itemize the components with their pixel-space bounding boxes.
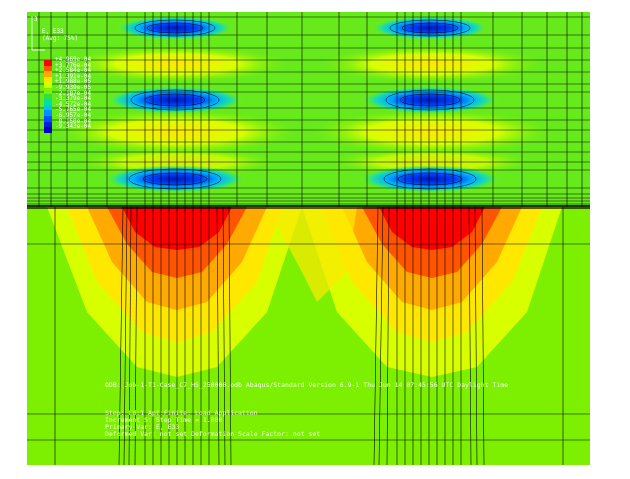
model-viewport[interactable]: E, E33 (Avg: 75%) +4.969e-04 +3.776e-04 +2… [27, 12, 590, 465]
odb-info: ODB: Job-1-T1-Case_C7_HS_250000.odb Abaq… [105, 381, 509, 389]
blue-spot [360, 86, 500, 114]
legend-swatch [44, 110, 52, 116]
legend-swatch [44, 87, 52, 94]
legend-swatch [44, 93, 52, 100]
legend-value: -4.572e-04 [55, 100, 92, 108]
legend-value: -5.765e-04 [55, 106, 92, 114]
legend-swatch [44, 127, 52, 133]
step-info: Step: Ld:1 Apt:Finite: Load Application [105, 409, 258, 417]
legend-swatch [44, 99, 52, 105]
legend-value: -9.343e-04 [55, 123, 92, 131]
legend-value: -9.939e-05 [55, 83, 92, 91]
contour-legend: E, E33 (Avg: 75%) +4.969e-04 +3.776e-04 +2… [38, 26, 126, 138]
primary-var-info: Primary Var: E, E33 [105, 423, 180, 431]
legend-swatch [44, 65, 52, 72]
legend-subtitle: (Avg: 75%) [42, 35, 79, 42]
yellow-band [322, 46, 542, 82]
blue-spot [105, 86, 245, 114]
legend-swatch [44, 82, 52, 88]
blue-spot [103, 165, 247, 193]
axis-triad-icon: 3 [31, 16, 45, 51]
legend-swatch [44, 76, 52, 83]
increment-info: Increment 5: Step Time = 1.000 [105, 416, 223, 424]
legend-value: +4.969e-04 [55, 56, 92, 63]
legend-swatch [44, 71, 52, 77]
yellow-band [312, 110, 552, 154]
contour-band [379, 207, 485, 250]
contour-plot [27, 12, 590, 465]
deformed-var-info: Deformed Var: not set Deformation Scale … [105, 430, 321, 438]
legend-value: -2.187e-04 [55, 89, 92, 97]
mesh-rings [128, 19, 477, 190]
legend-swatches [44, 60, 52, 133]
legend-value: +1.988e-05 [55, 78, 92, 86]
legend-swatch [44, 104, 52, 111]
legend-value: +1.391e-04 [55, 72, 92, 80]
blue-spot [358, 165, 502, 193]
legend-labels: +4.969e-04 +3.776e-04 +2.584e-04 +1.391e-04… [55, 57, 91, 130]
legend-swatch [44, 115, 52, 122]
legend-value: +2.584e-04 [55, 67, 92, 75]
legend-swatch [44, 121, 52, 128]
legend-title: E, E33 [42, 28, 64, 35]
legend-swatch [44, 60, 52, 66]
legend-value: +3.776e-04 [55, 61, 92, 69]
triad-label: 3 [34, 16, 38, 23]
mesh-lines [38, 12, 583, 465]
mesh-lines [27, 16, 590, 441]
legend-value: -3.379e-04 [55, 95, 92, 103]
legend-value: -6.957e-04 [55, 111, 92, 119]
blue-spot [370, 16, 490, 40]
blue-spot [115, 16, 235, 40]
legend-value: -8.150e-04 [55, 117, 92, 125]
